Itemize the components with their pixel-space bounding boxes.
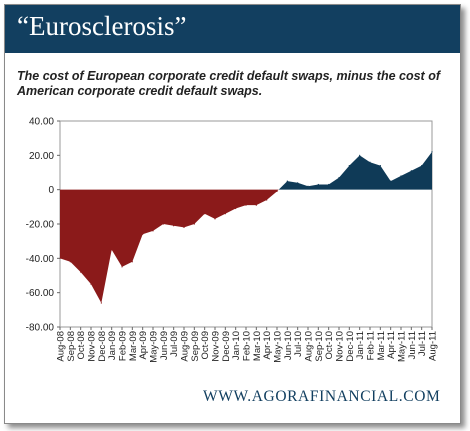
x-tick-label: Aug-08 xyxy=(56,331,67,362)
x-tick-label: Jul-09 xyxy=(169,331,180,357)
x-tick-label: Feb-09 xyxy=(118,331,129,361)
x-tick-label: Aug-09 xyxy=(180,331,191,362)
x-tick-label: Oct-08 xyxy=(76,331,87,360)
chart-title: “Eurosclerosis” xyxy=(17,11,187,41)
y-tick-label: 40.00 xyxy=(29,117,54,128)
x-tick-label: Jan-09 xyxy=(107,331,118,360)
data-point-Feb-10 xyxy=(245,204,247,206)
x-tick-label: Apr-10 xyxy=(262,331,273,360)
x-tick-label: Jan-10 xyxy=(231,331,242,360)
x-tick-label: Dec-08 xyxy=(97,331,108,362)
data-point-Dec-08 xyxy=(100,302,102,304)
data-point-May-11 xyxy=(400,175,402,177)
data-point-Feb-11 xyxy=(369,161,371,163)
data-point-Sep-08 xyxy=(69,261,71,263)
data-point-Apr-10 xyxy=(266,199,268,201)
data-point-Feb-09 xyxy=(121,266,123,268)
x-tick-label: May-10 xyxy=(273,331,284,363)
x-tick-label: Feb-10 xyxy=(242,331,253,361)
data-point-Nov-08 xyxy=(90,283,92,285)
data-point-Mar-10 xyxy=(255,204,257,206)
data-point-Jul-10 xyxy=(297,182,299,184)
x-tick-label: Nov-08 xyxy=(87,331,98,362)
data-point-Jul-09 xyxy=(173,225,175,227)
x-tick-label: Apr-11 xyxy=(386,331,397,359)
y-tick-label: 20.00 xyxy=(29,151,54,162)
data-point-Nov-09 xyxy=(214,218,216,220)
x-tick-label: May-09 xyxy=(149,331,160,363)
x-tick-label: Nov-10 xyxy=(335,331,346,362)
x-tick-label: Oct-10 xyxy=(324,331,335,360)
x-tick-label: Sep-10 xyxy=(314,331,325,362)
y-tick-label: -20.00 xyxy=(26,220,55,231)
data-point-Apr-09 xyxy=(142,233,144,235)
data-point-Jun-11 xyxy=(410,170,412,172)
x-tick-label: Jun-10 xyxy=(283,331,294,360)
data-point-Mar-11 xyxy=(379,165,381,167)
x-tick-label: Aug-11 xyxy=(428,331,439,361)
positive-area-0 xyxy=(278,151,432,190)
x-tick-label: Mar-11 xyxy=(376,331,387,360)
x-tick-label: Mar-10 xyxy=(252,331,263,361)
data-point-Sep-10 xyxy=(317,183,319,186)
data-point-Jan-09 xyxy=(111,249,113,251)
data-point-Dec-10 xyxy=(348,165,350,167)
y-tick-label: 0 xyxy=(48,185,54,196)
x-tick-label: Nov-09 xyxy=(211,331,222,362)
data-point-Jul-11 xyxy=(421,165,423,167)
x-tick-label: Apr-09 xyxy=(138,331,149,360)
data-point-May-09 xyxy=(152,230,154,232)
data-point-Nov-10 xyxy=(338,177,340,179)
x-tick-label: Dec-10 xyxy=(345,331,356,362)
data-point-Jan-10 xyxy=(235,207,237,210)
x-tick-label: Jun-11 xyxy=(407,331,418,359)
x-tick-label: Sep-08 xyxy=(66,331,77,362)
y-tick-label: -40.00 xyxy=(26,254,55,265)
x-tick-label: Feb-11 xyxy=(366,331,377,360)
negative-area-0 xyxy=(60,189,279,303)
x-tick-label: Mar-09 xyxy=(128,331,139,361)
data-point-Jun-10 xyxy=(286,180,288,182)
data-point-Mar-09 xyxy=(131,261,133,263)
data-point-Sep-09 xyxy=(193,223,195,225)
x-tick-label: Jan-11 xyxy=(355,331,366,359)
data-point-Aug-10 xyxy=(307,185,309,187)
data-point-Oct-08 xyxy=(80,271,82,273)
x-tick-label: Oct-09 xyxy=(200,331,211,360)
data-point-Oct-10 xyxy=(328,183,330,186)
x-tick-label: Aug-10 xyxy=(304,331,315,362)
data-point-Aug-09 xyxy=(183,226,185,229)
y-tick-label: -60.00 xyxy=(26,288,55,299)
data-point-Jun-09 xyxy=(162,223,164,225)
x-tick-label: Dec-09 xyxy=(221,331,232,362)
x-tick-label: Sep-09 xyxy=(190,331,201,362)
x-tick-label: Jul-11 xyxy=(417,331,428,356)
x-tick-label: Jul-10 xyxy=(293,331,304,357)
data-point-Apr-11 xyxy=(390,180,392,182)
chart-card: “Eurosclerosis” The cost of European cor… xyxy=(4,4,461,424)
x-tick-label: Jun-09 xyxy=(159,331,170,360)
data-point-May-10 xyxy=(276,190,278,192)
x-tick-label: May-11 xyxy=(397,331,408,362)
source-url: WWW.AGORAFINANCIAL.COM xyxy=(203,388,441,405)
data-point-Jan-11 xyxy=(359,154,361,156)
title-banner: “Eurosclerosis” xyxy=(5,5,460,53)
data-point-Aug-11 xyxy=(431,151,433,153)
data-point-Dec-09 xyxy=(224,213,226,215)
data-point-Oct-09 xyxy=(204,213,206,215)
y-tick-label: -80.00 xyxy=(26,323,55,334)
chart-subtitle: The cost of European corporate credit de… xyxy=(17,69,440,98)
